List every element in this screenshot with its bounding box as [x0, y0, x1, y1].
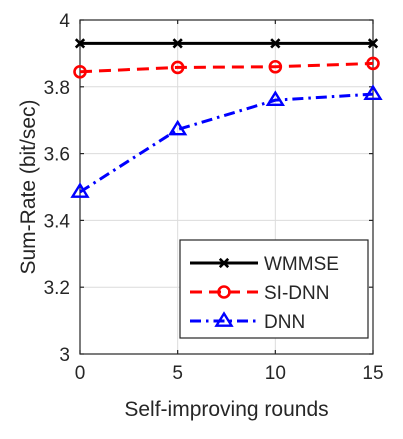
axes-box	[79, 19, 374, 355]
x-tick-label: 15	[362, 363, 383, 384]
dnn-point	[363, 84, 383, 100]
x-tick-label: 5	[172, 363, 183, 384]
legend-marker	[218, 257, 230, 269]
wmmse-point	[74, 38, 86, 49]
legend-item-wmmse: WMMSE	[190, 254, 339, 275]
legend: WMMSE SI-DNN DNN	[179, 239, 369, 339]
legend-box	[179, 239, 369, 339]
legend-marker	[214, 311, 234, 327]
wmmse-point	[270, 38, 281, 49]
y-tick-label: 4	[59, 11, 70, 32]
dnn-point	[168, 119, 188, 136]
dnn-point	[70, 182, 90, 198]
y-tick-label: 3.4	[44, 211, 71, 232]
legend-label: SI-DNN	[264, 283, 329, 304]
si-dnn-point	[268, 59, 283, 74]
wmmse-point	[172, 38, 183, 49]
y-axis-label: Sum-Rate (bit/sec)	[17, 99, 40, 274]
si-dnn-line	[79, 61, 374, 74]
legend-label: WMMSE	[264, 254, 339, 275]
dnn-line	[79, 92, 374, 194]
si-dnn-point	[366, 56, 380, 71]
y-tick-label: 3	[59, 345, 70, 366]
legend-marker	[217, 285, 231, 299]
tick-layer: 0 5 10 15 3 3.2 3.4 3.6 3.8 4	[44, 11, 384, 384]
y-tick-label: 3.6	[44, 145, 70, 166]
series-layer	[70, 38, 383, 198]
legend-items: WMMSE SI-DNN DNN	[190, 254, 339, 333]
si-dnn-point	[170, 60, 185, 75]
x-tick-label: 10	[265, 363, 286, 384]
legend-label: DNN	[264, 312, 305, 333]
dnn-point	[265, 90, 285, 107]
si-dnn-point	[73, 64, 87, 79]
y-tick-label: 3.2	[44, 278, 70, 299]
wmmse-point	[367, 38, 379, 49]
legend-item-si-dnn: SI-DNN	[190, 283, 329, 304]
legend-item-dnn: DNN	[190, 311, 305, 333]
x-tick-label: 0	[75, 363, 86, 384]
x-axis-label: Self-improving rounds	[124, 398, 328, 421]
y-tick-label: 3.8	[44, 78, 70, 99]
